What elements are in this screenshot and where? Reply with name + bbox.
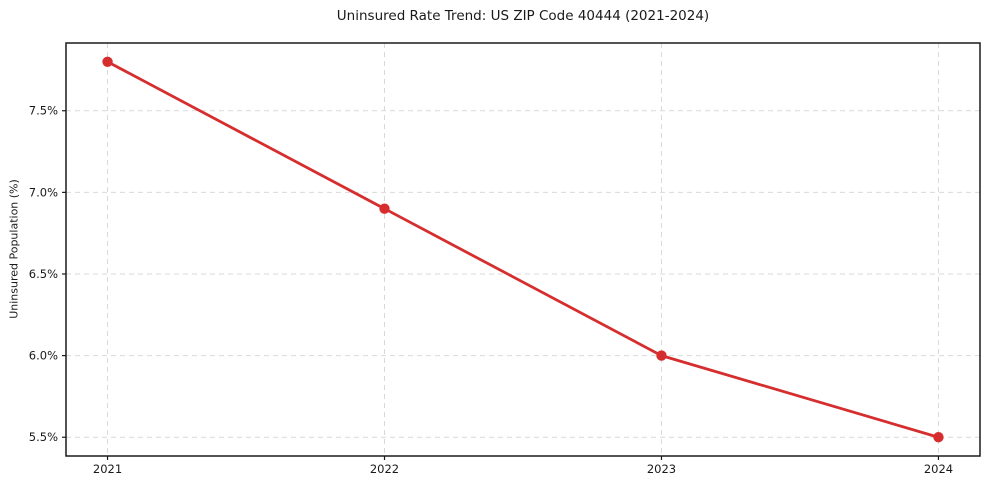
- x-tick-label: 2022: [370, 462, 399, 476]
- chart-title: Uninsured Rate Trend: US ZIP Code 40444 …: [336, 8, 710, 24]
- y-tick-label: 6.0%: [29, 349, 58, 363]
- data-point-marker: [656, 350, 667, 361]
- y-tick-label: 6.5%: [29, 267, 58, 281]
- y-tick-label: 7.5%: [29, 104, 58, 118]
- x-tick-label: 2021: [93, 462, 122, 476]
- data-point-marker: [379, 203, 390, 214]
- y-tick-label: 7.0%: [29, 185, 58, 199]
- plot-border: [65, 42, 981, 457]
- y-tick-label: 5.5%: [29, 430, 58, 444]
- data-point-marker: [933, 432, 944, 443]
- x-tick-label: 2024: [924, 462, 953, 476]
- trend-line: [106, 60, 940, 439]
- x-tick-label: 2023: [647, 462, 676, 476]
- data-point-marker: [102, 56, 113, 67]
